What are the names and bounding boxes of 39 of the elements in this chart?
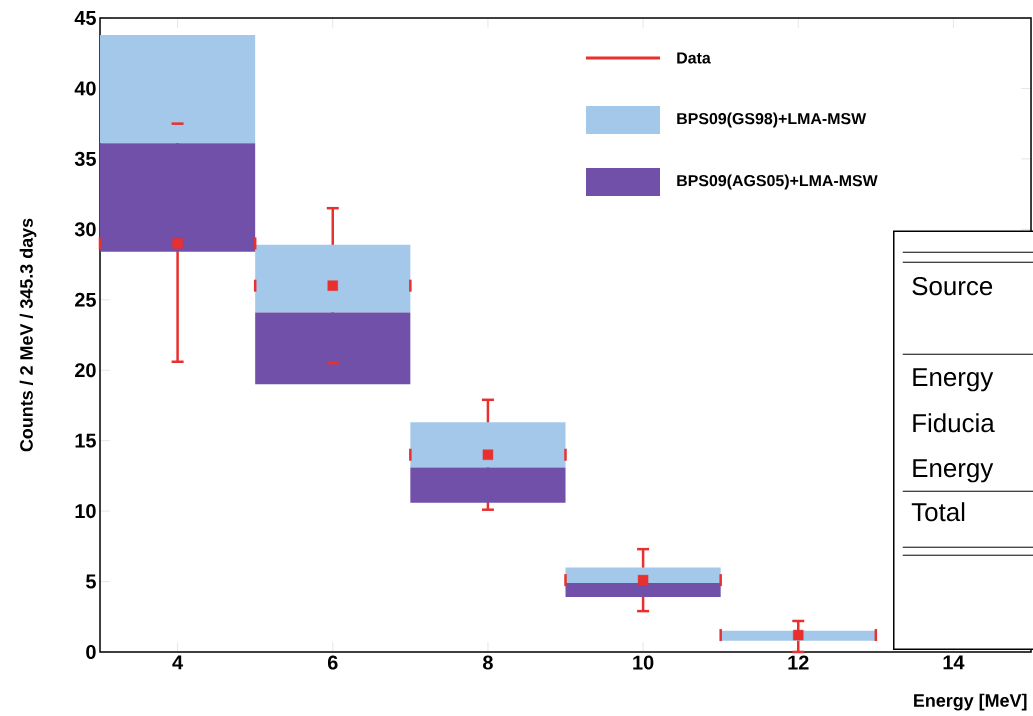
annotation: Energy — [913, 368, 994, 392]
y-tick-label: 0 — [86, 644, 96, 660]
bar — [410, 422, 566, 468]
point — [637, 574, 649, 586]
bar — [100, 34, 256, 144]
bar — [565, 582, 721, 598]
y-tick-label: 40 — [74, 81, 96, 96]
y-tick-label: 15 — [75, 433, 96, 448]
x-tick-label: 10 — [633, 655, 654, 670]
x-tick-label: 4 — [172, 655, 184, 670]
point — [327, 280, 338, 291]
y-tick-label: 25 — [75, 292, 96, 307]
x-tick-label: 8 — [483, 655, 493, 670]
point — [793, 629, 804, 641]
bar — [410, 467, 566, 503]
x-tick-label: 14 — [943, 655, 965, 670]
y-tick-label: 5 — [86, 574, 96, 589]
point — [482, 449, 494, 460]
annotation: Energy — [913, 459, 994, 483]
y-axis-title: Counts / 2 MeV / 345.3 days — [19, 218, 37, 452]
bar — [565, 567, 721, 583]
x-tick-label: 12 — [788, 655, 809, 670]
legend-label: Data — [677, 52, 711, 64]
y-tick-label: 20 — [75, 363, 96, 378]
y-tick-label: 10 — [75, 504, 96, 519]
legend-label: BPS09(GS98)+LMA-MSW — [677, 112, 867, 128]
bar — [100, 143, 256, 252]
y-tick-label: 35 — [74, 151, 96, 166]
y-tick-label: 30 — [74, 222, 96, 237]
bar — [255, 244, 411, 313]
legend-label: BPS09(AGS05)+LMA-MSW — [677, 174, 878, 190]
bar — [255, 312, 411, 385]
x-axis-title: Energy [MeV] — [914, 693, 1027, 711]
point — [172, 238, 183, 249]
x-tick-label: 6 — [327, 655, 338, 670]
annotation: Source — [912, 276, 993, 296]
y-tick-label: 45 — [74, 11, 96, 25]
annotation: Fiducia — [913, 413, 995, 433]
annotation: Total — [911, 502, 965, 522]
